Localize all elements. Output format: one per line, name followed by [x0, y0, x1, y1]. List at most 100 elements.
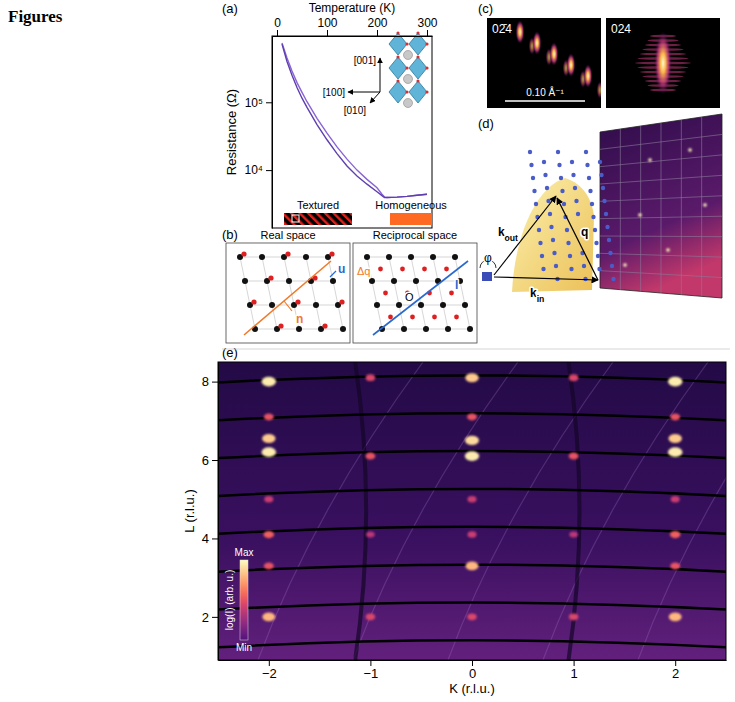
image-label: 024: [611, 22, 631, 36]
box-title: Reciprocal space: [373, 229, 457, 241]
box: [226, 243, 350, 343]
lattice-point: [557, 163, 561, 167]
lattice-site: [423, 326, 429, 332]
tick-mark: [472, 660, 473, 666]
atom: [404, 99, 413, 108]
k-out: [494, 196, 556, 275]
tick: 10⁴: [244, 163, 272, 177]
tick: 8: [202, 374, 218, 389]
axis-title: K (r.l.u.): [449, 681, 495, 696]
streak: [543, 362, 708, 660]
panel-a: [001][100][010]TexturedHomogeneous010020…: [224, 1, 447, 229]
image: [516, 20, 602, 99]
peak: [670, 562, 680, 569]
peak: [465, 373, 479, 382]
lattice-point: [529, 163, 533, 167]
lattice-point: [542, 160, 546, 164]
plot-area: [218, 362, 726, 660]
lattice-site: [408, 254, 414, 260]
series-line: [282, 43, 427, 197]
peak: [366, 614, 376, 621]
lattice-point: [582, 264, 586, 268]
k-in: [494, 277, 598, 280]
axis-arrow: [370, 92, 380, 103]
tick: 2: [672, 660, 679, 681]
ewald-sphere: [512, 178, 594, 292]
tick-mark: [212, 382, 218, 383]
streak: [638, 362, 726, 660]
region-label: Homogeneous: [375, 199, 447, 211]
angle-label: φ: [484, 251, 492, 265]
lattice-point: [607, 238, 611, 242]
superlattice-peak: [422, 267, 427, 272]
octahedron: [409, 57, 427, 79]
tick-label: 200: [367, 16, 387, 30]
tick: 0: [469, 660, 476, 681]
detector-gap: [218, 640, 726, 647]
peak: [467, 614, 477, 621]
peak: [569, 614, 579, 621]
vector-line: [373, 261, 468, 335]
lattice-site: [242, 278, 248, 284]
tick: 300: [417, 16, 437, 36]
vector-label: kin: [530, 286, 544, 304]
tick: 100: [317, 16, 337, 36]
oxygen: [416, 55, 419, 58]
lattice-point: [569, 267, 573, 271]
vector-label: l: [455, 278, 458, 292]
panel-d: φkoutkinq: [480, 114, 722, 304]
streak: [353, 362, 518, 660]
region-label: Textured: [297, 199, 339, 211]
lattice-point: [584, 150, 588, 154]
tick-mark: [212, 617, 218, 618]
detector-spot: [688, 148, 692, 152]
axis-line: [273, 36, 433, 37]
lattice-point: [596, 254, 600, 258]
detector-gap: [218, 413, 726, 420]
axis: 2468: [202, 363, 219, 661]
panel-c: 02̄40240.10 Å⁻¹: [487, 18, 720, 108]
detector-seam: [355, 362, 366, 660]
tick-label: 4: [202, 531, 209, 546]
peak: [468, 531, 477, 537]
displaced-site: [322, 323, 327, 328]
q-vector: [557, 198, 598, 280]
detector-spot: [703, 203, 707, 207]
peak: [569, 453, 579, 460]
tick: 200: [367, 16, 387, 36]
tick-label: 300: [417, 16, 437, 30]
peak: [365, 453, 375, 460]
peak: [569, 531, 578, 537]
axis-title: L (r.l.u.): [182, 489, 197, 533]
detector-seam: [620, 129, 621, 290]
lattice-site: [364, 254, 370, 260]
axis: −2−1012: [219, 660, 727, 681]
peak: [264, 496, 273, 502]
lattice-site: [396, 302, 402, 308]
oxygen: [405, 90, 408, 93]
diffraction-blob: [533, 31, 542, 55]
superlattice-peak: [378, 267, 383, 272]
oxygen: [425, 42, 428, 45]
axis: 0100200300: [273, 16, 438, 37]
displaced-site: [339, 299, 344, 304]
oxygen: [416, 31, 419, 34]
lattice-point: [611, 277, 615, 281]
image-ground: [487, 18, 601, 108]
displaced-site: [241, 251, 246, 256]
crystal-inset: [348, 31, 429, 107]
lattice-site: [386, 254, 392, 260]
peak: [262, 447, 277, 457]
tick-label: 0: [469, 666, 476, 681]
lattice-point: [573, 186, 577, 190]
lattice-point: [601, 186, 605, 190]
image-ground: [218, 362, 726, 660]
lattice-point: [560, 189, 564, 193]
separator: [222, 349, 730, 350]
lattice-point: [594, 241, 598, 245]
box: [353, 243, 477, 343]
detector-seam: [600, 216, 722, 218]
vector-line: [244, 261, 331, 335]
image-label: 02̄4: [492, 22, 512, 36]
tick-mark: [266, 170, 272, 171]
